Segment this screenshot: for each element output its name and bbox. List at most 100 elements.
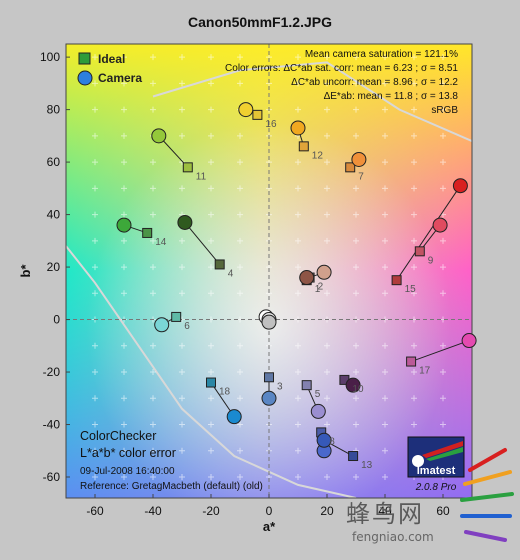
gamut-line-lower [66, 245, 357, 498]
x-tick-label: -60 [86, 504, 104, 518]
grid-cross [324, 421, 330, 428]
grid-cross [411, 237, 417, 244]
grid-cross [237, 369, 243, 376]
grid-cross [440, 264, 446, 271]
patch-label-5: 5 [315, 389, 321, 400]
camera-marker-1 [299, 270, 315, 286]
grid-cross [295, 237, 301, 244]
grid-cross [382, 185, 388, 192]
grid-cross [121, 80, 127, 87]
grid-cross [150, 369, 156, 376]
grid-cross [353, 421, 359, 428]
x-tick-label: 60 [436, 504, 450, 518]
grid-cross [237, 159, 243, 166]
annotation-uncorr: ΔC*ab uncorr: mean = 8.96 ; σ = 12.2 [291, 77, 458, 88]
grid-cross [411, 369, 417, 376]
grid-cross [237, 447, 243, 454]
grid-cross [237, 185, 243, 192]
grid-cross [295, 159, 301, 166]
grid-cross [411, 342, 417, 349]
ideal-marker-15 [391, 275, 402, 286]
grid-cross [382, 159, 388, 166]
grid-cross [353, 185, 359, 192]
error-vector-15 [396, 185, 461, 281]
x-tick-label: 20 [320, 504, 334, 518]
y-axis-label: b* [18, 264, 33, 278]
patch-label-4: 4 [228, 268, 234, 279]
info-colorchecker: ColorChecker [80, 429, 156, 443]
info-reference: Reference: GretagMacbeth (default) (old) [80, 481, 263, 492]
watermark-stroke-3 [460, 492, 514, 502]
patch-label-9: 9 [428, 255, 434, 266]
grid-cross [353, 342, 359, 349]
camera-marker-17 [461, 333, 477, 349]
camera-marker-12 [290, 120, 306, 136]
watermark-stroke-2 [463, 470, 512, 486]
grid-cross [324, 106, 330, 113]
grid-cross [179, 185, 185, 192]
error-annotations: Mean camera saturation = 121.1% Color er… [225, 49, 458, 116]
grid-cross [121, 106, 127, 113]
y-tick-label: -40 [43, 418, 61, 432]
legend-ideal-marker [78, 52, 91, 65]
grid-cross [179, 474, 185, 481]
imatest-logo-text: Imatest [417, 465, 456, 477]
grid-cross [92, 369, 98, 376]
camera-marker-11 [151, 128, 167, 144]
camera-marker-3 [261, 390, 277, 406]
grid-cross [92, 54, 98, 61]
grid-cross [237, 211, 243, 218]
grid-cross [353, 395, 359, 402]
watermark-brand: 蜂鸟网 [346, 500, 424, 528]
imatest-badge: Imatest 2.0.8 Pro [407, 436, 465, 493]
grid-cross [353, 132, 359, 139]
grid-cross [121, 54, 127, 61]
ideal-marker-4 [214, 259, 225, 270]
patch-label-8: 8 [329, 436, 335, 447]
grid-cross [121, 237, 127, 244]
grid-cross [150, 159, 156, 166]
grid-cross [382, 290, 388, 297]
patch-label-16: 16 [265, 119, 277, 130]
patch-label-15: 15 [405, 284, 417, 295]
grid-cross [440, 369, 446, 376]
grid-cross [208, 395, 214, 402]
y-tick-label: 40 [47, 208, 61, 222]
grid-cross [92, 80, 98, 87]
ideal-marker-6 [171, 311, 182, 322]
grid-cross [440, 395, 446, 402]
grid-cross [237, 474, 243, 481]
grid-cross [208, 290, 214, 297]
grid-cross [92, 395, 98, 402]
imatest-version: 2.0.8 Pro [415, 482, 457, 493]
ideal-marker-5 [301, 380, 312, 391]
patch-label-6: 6 [184, 321, 190, 332]
legend: Ideal Camera [77, 52, 142, 86]
legend-ideal-label: Ideal [98, 52, 125, 66]
grid-cross [237, 132, 243, 139]
patch-label-18: 18 [219, 387, 231, 398]
grid-cross [92, 185, 98, 192]
patch-label-17: 17 [419, 366, 431, 377]
camera-marker-16 [238, 102, 254, 118]
grid-cross [324, 369, 330, 376]
grid-cross [237, 395, 243, 402]
grid-cross [179, 395, 185, 402]
patch-label-7: 7 [358, 171, 364, 182]
patch-label-14: 14 [155, 237, 167, 248]
grid-cross [121, 474, 127, 481]
grid-cross [353, 264, 359, 271]
imatest-logo-stripes [422, 441, 463, 458]
grid-cross [121, 211, 127, 218]
grid-cross [179, 54, 185, 61]
grid-cross [411, 185, 417, 192]
grid-cross [324, 395, 330, 402]
grid-cross [353, 211, 359, 218]
grid-cross [179, 421, 185, 428]
grid-cross [382, 132, 388, 139]
grid-cross [150, 54, 156, 61]
grid-cross [179, 369, 185, 376]
camera-marker-21 [261, 314, 277, 330]
